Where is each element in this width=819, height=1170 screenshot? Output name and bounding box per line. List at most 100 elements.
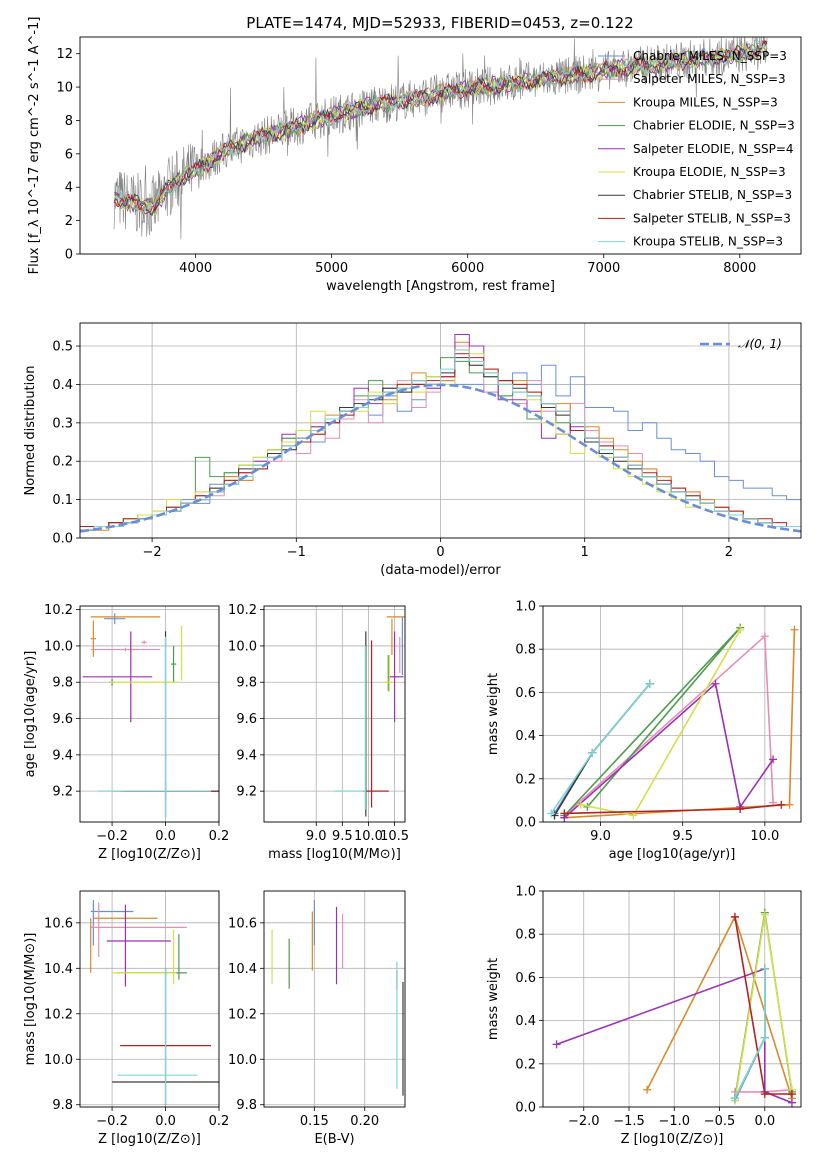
massweight_vs_age-marker-kroupa-miles bbox=[785, 800, 794, 809]
massweight_vs_Z-marker-kroupa-stelib bbox=[760, 964, 769, 973]
mass_vs_Z-ytick-label: 10.2 bbox=[44, 1007, 73, 1022]
residuals-frame bbox=[79, 322, 802, 539]
spectrum-xlabel: wavelength [Angstrom, rest frame] bbox=[326, 279, 555, 294]
age_vs_Z-ytick-label: 9.4 bbox=[52, 748, 73, 763]
spectrum-model-salpeter-elodie bbox=[113, 42, 768, 214]
massweight_vs_Z-marker-kroupa-stelib bbox=[730, 1094, 739, 1103]
massweight_vs_age-marker-salpeter-elodie bbox=[711, 679, 720, 688]
residuals-ylabel: Normed distribution bbox=[23, 366, 38, 496]
massweight_vs_age-line-chabrier-miles bbox=[553, 683, 651, 814]
mass_vs_EBV-ytick-label: 10.2 bbox=[228, 1007, 257, 1022]
massweight_vs_age-marker-kroupa-elodie bbox=[736, 625, 745, 634]
spectrum-model-kroupa-stelib bbox=[113, 39, 768, 215]
massweight_vs_age-marker-salpeter-stelib bbox=[777, 800, 786, 809]
massweight_vs_Z-ytick-label: 0.4 bbox=[515, 1014, 536, 1029]
massweight_vs_age-xtick-label: 9.0 bbox=[590, 829, 611, 844]
spectrum-ylabel: Flux [f_λ 10^-17 erg cm^-2 s^-1 A^-1] bbox=[27, 17, 42, 275]
massweight_vs_age-xtick-label: 10.0 bbox=[750, 829, 779, 844]
massweight_vs_age-frame bbox=[542, 605, 802, 823]
spectrum-legend-label-salpeter-elodie: Salpeter ELODIE, N_SSP=4 bbox=[633, 142, 794, 156]
spectrum-ytick-label: 6 bbox=[65, 147, 73, 162]
residuals-xtick-label: −1 bbox=[287, 545, 306, 560]
spectrum-frame bbox=[79, 36, 802, 255]
massweight_vs_age-marker-kroupa-stelib bbox=[547, 809, 556, 818]
massweight_vs_Z-line-kroupa-stelib bbox=[734, 968, 766, 1099]
spectrum-plot-area bbox=[113, 37, 768, 240]
spectrum-legend-label-salpeter-miles: Salpeter MILES, N_SSP=3 bbox=[633, 72, 786, 86]
spectrum-legend-label-kroupa-elodie: Kroupa ELODIE, N_SSP=3 bbox=[633, 165, 786, 179]
spectrum-panel: 4000 5000 6000 7000 8000 0 2 4 6 8 10 12 wavelength … bbox=[27, 17, 802, 294]
age_vs_mass-ytick-label: 9.2 bbox=[236, 785, 257, 800]
massweight_vs_Z-xlabel: Z [log10(Z/Z⊙)] bbox=[621, 1132, 724, 1147]
massweight_vs_age-ytick-label: 1.0 bbox=[515, 600, 536, 615]
age_vs_mass-plot-area bbox=[264, 606, 405, 822]
age_vs_Z-xtick-label: 0.2 bbox=[209, 829, 230, 844]
mass_vs_Z-xtick-label: −0.2 bbox=[96, 1114, 128, 1129]
massweight_vs_Z-ytick-label: 0.2 bbox=[515, 1057, 536, 1072]
mass_vs_Z-xtick-label: 0.0 bbox=[155, 1114, 176, 1129]
massweight_vs_Z-marker-kroupa-miles bbox=[643, 1085, 652, 1094]
spectrum-ytick-label: 2 bbox=[65, 214, 73, 229]
massweight_vs_Z-xtick-label: 0.0 bbox=[754, 1114, 775, 1129]
massweight_vs_Z-ytick-label: 0.6 bbox=[515, 971, 536, 986]
mass_vs_EBV-xtick-label: 0.20 bbox=[350, 1114, 379, 1129]
residuals-xlabel: (data-model)/error bbox=[380, 563, 501, 578]
massweight_vs_age-line-salpeter-elodie bbox=[563, 682, 774, 819]
massweight_vs_Z-line-chabrier-miles bbox=[734, 968, 766, 1101]
mass_vs_Z-ytick-label: 10.0 bbox=[44, 1053, 73, 1068]
age_vs_mass-xtick-label: 9.0 bbox=[306, 829, 327, 844]
massweight_vs_age-xlabel: age [log10(age/yr)] bbox=[609, 847, 736, 862]
age_vs_mass-xtick-label: 10.5 bbox=[380, 829, 409, 844]
residuals-ytick-label: 0.4 bbox=[52, 378, 73, 393]
age_vs_mass-ytick-label: 10.0 bbox=[228, 639, 257, 654]
age_vs_Z-ylabel: age [log10(age/yr)] bbox=[23, 651, 38, 778]
spectrum-legend-label-kroupa-miles: Kroupa MILES, N_SSP=3 bbox=[633, 95, 778, 109]
residuals-xtick-label: 0 bbox=[436, 545, 444, 560]
age_vs_mass-xtick-label: 10.0 bbox=[354, 829, 383, 844]
mass_vs_EBV-ytick-label: 10.0 bbox=[228, 1053, 257, 1068]
spectrum-legend-label-kroupa-stelib: Kroupa STELIB, N_SSP=3 bbox=[633, 235, 783, 249]
massweight_vs_Z-line-chabrier-stelib bbox=[734, 968, 766, 1099]
spectrum-legend-label-chabrier-miles: Chabrier MILES, N_SSP=3 bbox=[633, 49, 787, 63]
massweight_vs_Z-xtick-label: −1.5 bbox=[613, 1114, 645, 1129]
spectrum-ytick-label: 10 bbox=[56, 81, 73, 96]
residuals-xtick-label: −2 bbox=[143, 545, 162, 560]
age_vs_Z-ytick-label: 9.8 bbox=[52, 676, 73, 691]
massweight_vs_age-ylabel: mass weight bbox=[486, 673, 501, 755]
residuals-ytick-label: 0.0 bbox=[52, 532, 73, 547]
mass_vs_Z-frame bbox=[79, 890, 220, 1108]
massweight_vs_age-marker-kroupa-miles bbox=[790, 625, 799, 634]
mass_vs_Z-ytick-label: 9.8 bbox=[52, 1098, 73, 1113]
spectrum-xtick-label: 4000 bbox=[179, 261, 212, 276]
residuals-ytick-label: 0.3 bbox=[52, 416, 73, 431]
massweight_vs_Z-marker-salpeter-elodie bbox=[552, 1040, 561, 1049]
massweight_vs_Z-xtick-label: −0.5 bbox=[704, 1114, 736, 1129]
mass_vs_EBV-panel: 0.15 0.20 9.8 10.0 10.2 10.4 10.6 E(B-V) bbox=[228, 890, 406, 1147]
figure-title: PLATE=1474, MJD=52933, FIBERID=0453, z=0… bbox=[246, 14, 633, 32]
age_vs_Z-xtick-label: −0.2 bbox=[96, 829, 128, 844]
massweight_vs_Z-xtick-label: −2.0 bbox=[568, 1114, 600, 1129]
age_vs_mass-ytick-label: 9.4 bbox=[236, 748, 257, 763]
spectrum-model-kroupa-elodie bbox=[113, 43, 768, 216]
massweight_vs_age-marker-kroupa-elodie bbox=[576, 800, 585, 809]
spectrum-ytick-label: 4 bbox=[65, 181, 73, 196]
massweight_vs_age-panel: 9.0 9.5 10.0 0.0 0.2 0.4 0.6 0.8 1.0 age [log10(a… bbox=[486, 600, 802, 862]
residuals-ytick-label: 0.1 bbox=[52, 493, 73, 508]
age_vs_Z-panel: −0.2 0.0 0.2 9.2 9.4 9.6 9.8 10.0 10.2 Z [log10(Z… bbox=[23, 603, 229, 862]
mass_vs_Z-xtick-label: 0.2 bbox=[209, 1114, 230, 1129]
massweight_vs_Z-plot-area bbox=[543, 891, 801, 1107]
massweight_vs_age-xtick-label: 9.5 bbox=[672, 829, 693, 844]
massweight_vs_age-marker-kroupa-stelib bbox=[645, 679, 654, 688]
massweight_vs_Z-marker-salpeter-stelib bbox=[787, 1090, 796, 1099]
massweight_vs_age-line-kroupa-miles bbox=[564, 629, 796, 819]
age_vs_Z-xlabel: Z [log10(Z/Z⊙)] bbox=[98, 847, 201, 862]
residuals-xtick-label: 2 bbox=[725, 545, 733, 560]
age_vs_mass-ytick-label: 9.6 bbox=[236, 712, 257, 727]
massweight_vs_Z-ylabel: mass weight bbox=[486, 958, 501, 1040]
age_vs_mass-xtick-label: 9.5 bbox=[332, 829, 353, 844]
residuals-ytick-label: 0.5 bbox=[52, 340, 73, 355]
massweight_vs_Z-xtick-label: −1.0 bbox=[658, 1114, 690, 1129]
massweight_vs_Z-marker-salpeter-stelib bbox=[730, 912, 739, 921]
